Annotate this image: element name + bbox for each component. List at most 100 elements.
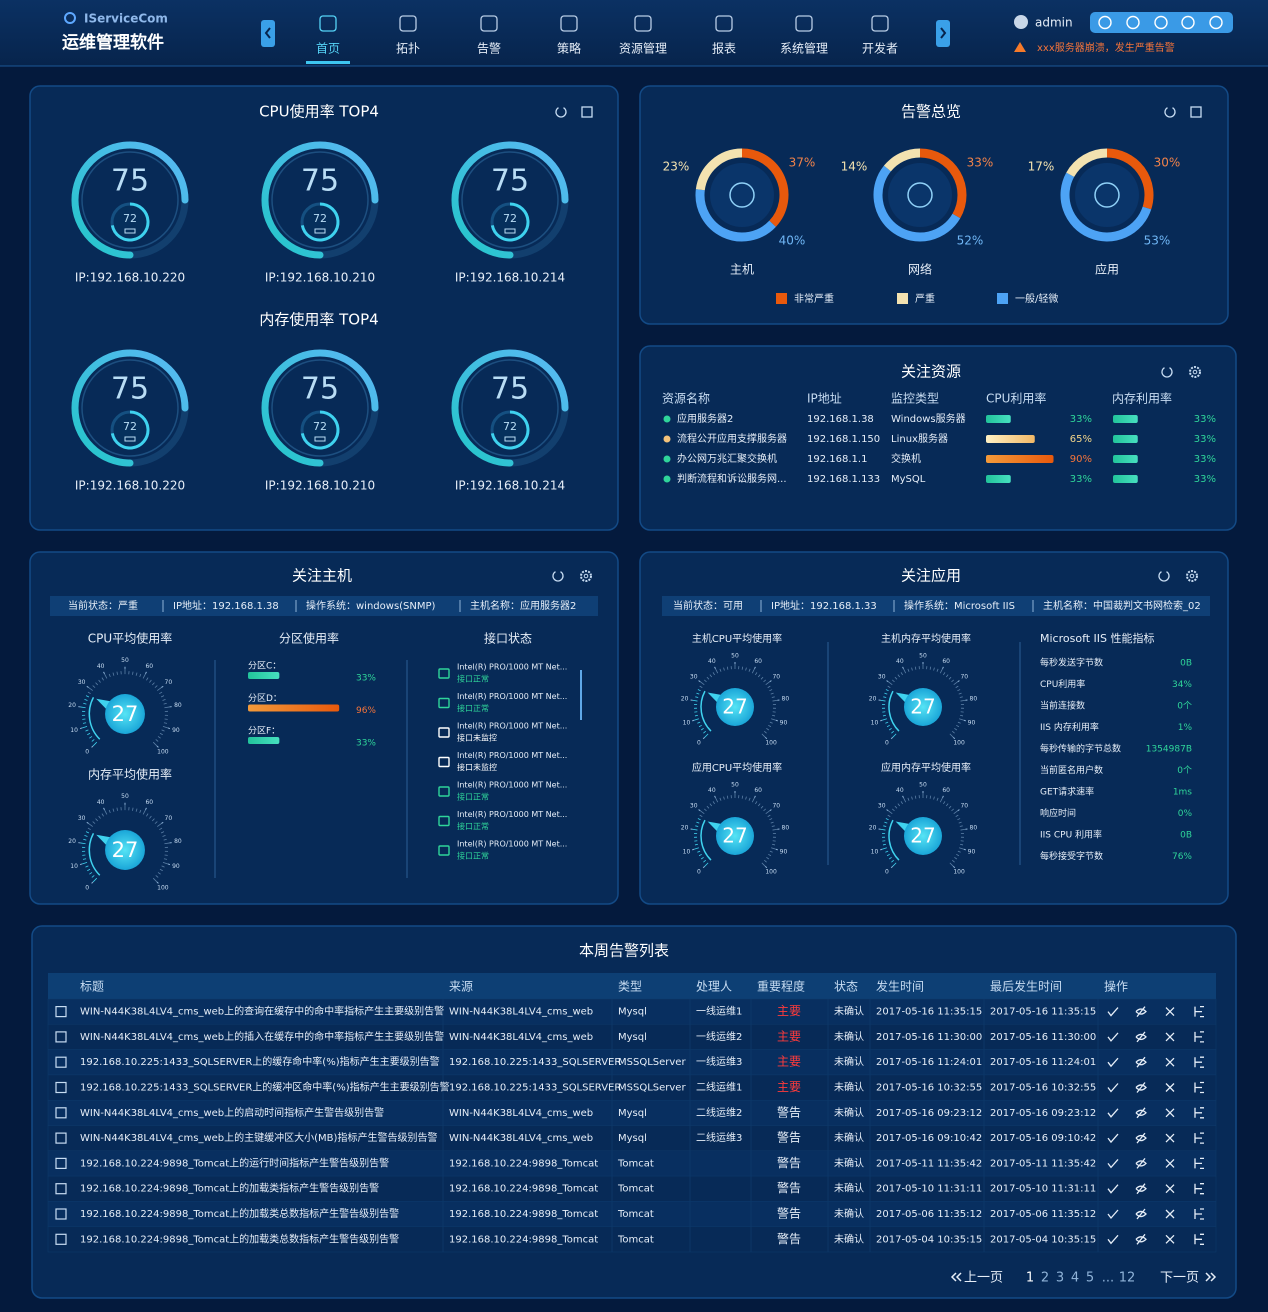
row-action[interactable] xyxy=(1135,1233,1147,1245)
row-checkbox[interactable] xyxy=(55,1183,67,1195)
nav-item[interactable]: 告警 xyxy=(477,41,501,56)
ring-value-label: 75 xyxy=(491,164,529,199)
row-checkbox[interactable] xyxy=(55,1005,67,1018)
nav-item[interactable]: 策略 xyxy=(557,41,581,56)
nav-item[interactable]: 报表 xyxy=(712,41,736,56)
row-action[interactable] xyxy=(1165,1007,1175,1017)
settings-button[interactable] xyxy=(1186,570,1198,582)
row-action[interactable] xyxy=(1135,1056,1147,1068)
inner-icon xyxy=(124,436,136,442)
gauge-value-arc xyxy=(88,832,101,876)
row-action[interactable] xyxy=(1194,1157,1204,1170)
row-action[interactable] xyxy=(1165,1158,1175,1168)
toolbar-button[interactable] xyxy=(1126,15,1140,30)
row-action[interactable] xyxy=(1194,1081,1204,1094)
page-number[interactable]: 3 xyxy=(1056,1271,1064,1286)
gauge-minor-tick xyxy=(704,862,709,867)
row-action[interactable] xyxy=(1194,1107,1204,1119)
row-action[interactable] xyxy=(1194,1208,1204,1220)
row-action[interactable] xyxy=(1165,1108,1175,1118)
refresh-button[interactable] xyxy=(555,107,567,118)
row-action[interactable] xyxy=(1135,1132,1147,1144)
page-number[interactable]: 2 xyxy=(1041,1271,1049,1286)
row-action[interactable] xyxy=(1194,1005,1204,1018)
metric-name: IIS 内存利用率 xyxy=(1040,721,1099,733)
resource-type: 交换机 xyxy=(891,452,921,465)
nav-item[interactable]: 系统管理 xyxy=(780,41,828,56)
prev-icon[interactable] xyxy=(950,1272,962,1282)
row-action[interactable] xyxy=(1135,1183,1147,1195)
row-action[interactable] xyxy=(1107,1057,1119,1068)
row-checkbox[interactable] xyxy=(55,1132,67,1144)
row-action[interactable] xyxy=(1107,1133,1119,1144)
row-action[interactable] xyxy=(1194,1233,1204,1245)
gauge-minor-tick xyxy=(949,862,954,867)
row-action[interactable] xyxy=(1194,1183,1204,1195)
row-action[interactable] xyxy=(1135,1107,1147,1119)
next-icon[interactable] xyxy=(1205,1272,1217,1282)
gauge-minor-tick xyxy=(885,850,889,853)
row-checkbox[interactable] xyxy=(55,1081,67,1094)
nav-prev[interactable] xyxy=(261,20,275,47)
toolbar-button[interactable] xyxy=(1181,15,1195,30)
refresh-button[interactable] xyxy=(552,571,564,582)
legend-swatch xyxy=(776,293,787,304)
row-action[interactable] xyxy=(1107,1108,1119,1118)
nav-item[interactable]: 资源管理 xyxy=(619,41,667,56)
row-action[interactable] xyxy=(1194,1132,1204,1144)
row-action[interactable] xyxy=(1165,1234,1175,1244)
row-action[interactable] xyxy=(1107,1234,1119,1245)
partition-label: 分区C： xyxy=(248,661,281,672)
settings-button[interactable] xyxy=(580,570,592,582)
level: 主要 xyxy=(777,1055,801,1069)
row-action[interactable] xyxy=(1135,1208,1147,1220)
row-action[interactable] xyxy=(1107,1184,1119,1194)
save-button[interactable] xyxy=(581,106,593,118)
row-action[interactable] xyxy=(1165,1133,1175,1143)
page-number[interactable]: 12 xyxy=(1119,1271,1136,1286)
row-action[interactable] xyxy=(1135,1031,1147,1043)
page-number[interactable]: 1 xyxy=(1026,1271,1034,1286)
row-action[interactable] xyxy=(1165,1209,1175,1219)
row-action[interactable] xyxy=(1135,1006,1147,1018)
row-action[interactable] xyxy=(1135,1082,1147,1093)
row-action[interactable] xyxy=(1107,1083,1119,1093)
row-checkbox[interactable] xyxy=(55,1107,67,1119)
settings-button[interactable] xyxy=(1189,366,1201,378)
nav-next[interactable] xyxy=(936,20,950,47)
row-checkbox[interactable] xyxy=(55,1157,67,1170)
save-button[interactable] xyxy=(1190,106,1202,118)
nav-item[interactable]: 开发者 xyxy=(862,41,898,56)
page-number[interactable]: 4 xyxy=(1071,1271,1079,1286)
row-action[interactable] xyxy=(1165,1057,1175,1067)
row-action[interactable] xyxy=(1107,1007,1119,1017)
row-action[interactable] xyxy=(1135,1157,1147,1169)
refresh-button[interactable] xyxy=(1161,367,1173,378)
next-page[interactable]: 下一页 xyxy=(1160,1271,1199,1286)
row-action[interactable] xyxy=(1107,1032,1119,1042)
refresh-button[interactable] xyxy=(1158,571,1170,582)
toolbar-button[interactable] xyxy=(1098,15,1112,30)
toolbar-button[interactable] xyxy=(1154,15,1168,30)
nav-item[interactable]: 拓扑 xyxy=(396,42,420,56)
inner-value-label: 72 xyxy=(123,212,137,225)
prev-page[interactable]: 上一页 xyxy=(964,1271,1003,1286)
row-action[interactable] xyxy=(1165,1032,1175,1042)
page-number[interactable]: ... xyxy=(1102,1271,1114,1286)
row-checkbox[interactable] xyxy=(55,1031,67,1043)
row-action[interactable] xyxy=(1107,1158,1119,1169)
row-checkbox[interactable] xyxy=(55,1208,67,1220)
toolbar-button[interactable] xyxy=(1209,15,1223,30)
nav-item[interactable]: 首页 xyxy=(316,42,340,56)
row-checkbox[interactable] xyxy=(55,1056,67,1068)
row-action[interactable] xyxy=(1165,1083,1175,1092)
row-action[interactable] xyxy=(1107,1209,1119,1220)
row-checkbox[interactable] xyxy=(55,1233,67,1245)
row-action[interactable] xyxy=(1165,1184,1175,1194)
gauge-value: 27 xyxy=(112,838,139,862)
page-number[interactable]: 5 xyxy=(1086,1271,1094,1286)
table-cell: 2017-05-16 11:24:01 xyxy=(876,1057,982,1068)
refresh-button[interactable] xyxy=(1164,107,1176,118)
row-action[interactable] xyxy=(1194,1056,1204,1068)
row-action[interactable] xyxy=(1194,1031,1204,1043)
